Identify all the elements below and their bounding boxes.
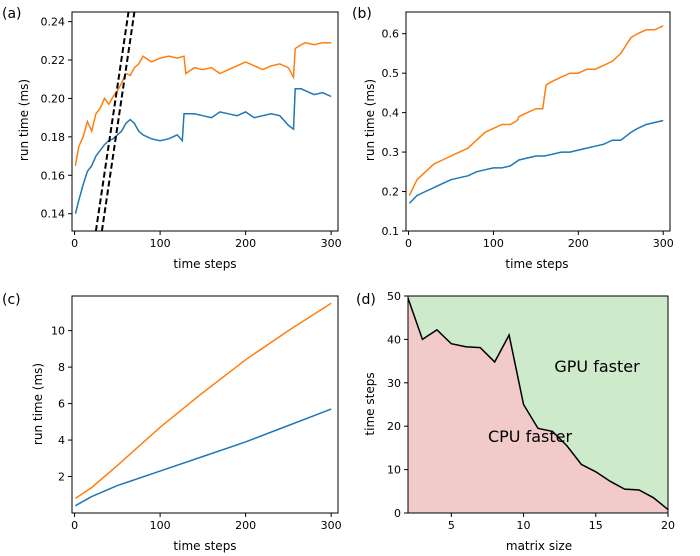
panel-d: (d) 5 10 15 20 0 10 20 30 40 50 matrix size time … (356, 290, 675, 553)
x-tick-label: 100 (483, 237, 504, 250)
x-tick-label: 200 (568, 237, 589, 250)
x-tick-label: 20 (661, 519, 675, 532)
y-tick-label: 0.6 (382, 28, 400, 41)
cpu-faster-label: CPU faster (488, 427, 573, 446)
axes-frame (405, 11, 671, 232)
y-tick-label: 0.22 (41, 54, 66, 67)
panel-d-xlabel: matrix size (506, 539, 572, 553)
x-tick-label: 100 (150, 237, 171, 250)
series-line-orange-0 (408, 25, 664, 196)
axes-frame (71, 295, 339, 514)
panel-b-label: (b) (352, 6, 372, 22)
y-tick-label: 8 (58, 361, 65, 374)
x-tick-label: 5 (448, 519, 455, 532)
x-tick-label: 300 (321, 519, 342, 532)
panel-b: (b) 0 100 200 300 0.1 0.2 0.3 0.4 0.5 0.6 time st… (352, 6, 674, 271)
y-tick-label: 0.20 (41, 92, 66, 105)
panel-a-plot: 0 100 200 300 0.14 0.16 0.18 0.20 0.22 0.24 (41, 11, 342, 250)
y-tick-label: 20 (387, 420, 401, 433)
panel-d-plot: 5 10 15 20 0 10 20 30 40 50 (387, 290, 675, 532)
y-tick-label: 0.16 (41, 169, 66, 182)
x-tick-label: 0 (71, 519, 78, 532)
y-tick-label: 4 (58, 434, 65, 447)
x-tick-label: 0 (71, 237, 78, 250)
y-tick-label: 40 (387, 333, 401, 346)
series-line-blue-1 (75, 408, 332, 507)
panel-c: (c) 0 100 200 300 2 4 6 8 10 time steps run time… (2, 292, 342, 553)
y-tick-label: 6 (58, 398, 65, 411)
panel-b-xlabel: time steps (505, 257, 568, 271)
panel-c-label: (c) (2, 292, 21, 308)
series-line-blue-1 (408, 119, 664, 204)
y-tick-label: 0.18 (41, 131, 66, 144)
y-tick-label: 50 (387, 290, 401, 303)
x-tick-label: 200 (235, 237, 256, 250)
axes-frame (71, 11, 339, 232)
x-tick-label: 100 (150, 519, 171, 532)
y-tick-label: 30 (387, 377, 401, 390)
panel-d-label: (d) (356, 292, 376, 308)
gpu-faster-region (408, 296, 668, 510)
y-tick-label: 2 (58, 471, 65, 484)
gpu-faster-label: GPU faster (554, 357, 640, 376)
series-line-blue-1 (74, 88, 332, 214)
y-tick-label: 0.5 (382, 67, 400, 80)
panel-c-ylabel: run time (ms) (31, 363, 45, 445)
y-tick-label: 0.4 (382, 107, 400, 120)
cpu-faster-region (408, 298, 668, 513)
x-tick-label: 0 (405, 237, 412, 250)
y-tick-label: 0.3 (382, 146, 400, 159)
panel-b-ylabel: run time (ms) (363, 79, 377, 161)
panel-a-xlabel: time steps (173, 257, 236, 271)
y-tick-label: 0.14 (41, 208, 66, 221)
x-tick-label: 200 (235, 519, 256, 532)
x-tick-label: 15 (589, 519, 603, 532)
axes-frame (407, 295, 669, 514)
panel-c-plot: 0 100 200 300 2 4 6 8 10 (51, 295, 342, 532)
crossover-boundary-line (407, 297, 669, 511)
panel-c-xlabel: time steps (173, 539, 236, 553)
x-tick-label: 300 (653, 237, 674, 250)
series-line-orange-0 (74, 302, 332, 500)
series-line-black-2 (94, 12, 130, 231)
x-tick-label: 10 (517, 519, 531, 532)
series-line-orange-0 (74, 41, 332, 166)
series-line-black-3 (100, 12, 136, 231)
panel-a-label: (a) (2, 6, 22, 22)
y-tick-label: 0.2 (382, 186, 400, 199)
panel-a: (a) 0 100 200 300 0.14 0.16 0.18 0.20 0.22 0.24 t… (2, 6, 342, 271)
y-tick-label: 0.24 (41, 16, 66, 29)
panel-b-plot: 0 100 200 300 0.1 0.2 0.3 0.4 0.5 0.6 (382, 11, 674, 250)
x-tick-label: 300 (321, 237, 342, 250)
y-tick-label: 10 (51, 325, 65, 338)
panel-d-ylabel: time steps (363, 372, 377, 435)
y-tick-label: 10 (387, 464, 401, 477)
panel-a-ylabel: run time (ms) (17, 79, 31, 161)
y-tick-label: 0.1 (382, 225, 400, 238)
y-tick-label: 0 (394, 507, 401, 520)
